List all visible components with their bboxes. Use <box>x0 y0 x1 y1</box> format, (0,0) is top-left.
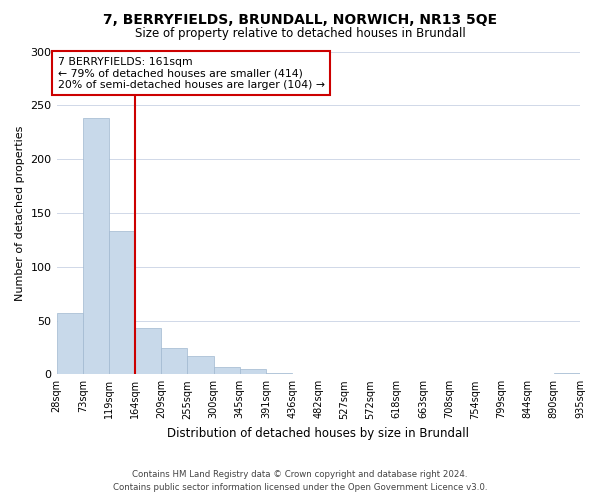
Bar <box>83 118 109 374</box>
X-axis label: Distribution of detached houses by size in Brundall: Distribution of detached houses by size … <box>167 427 469 440</box>
Bar <box>56 313 83 374</box>
Text: 7, BERRYFIELDS, BRUNDALL, NORWICH, NR13 5QE: 7, BERRYFIELDS, BRUNDALL, NORWICH, NR13 … <box>103 12 497 26</box>
Bar <box>214 367 240 374</box>
Bar <box>135 328 161 374</box>
Text: 7 BERRYFIELDS: 161sqm
← 79% of detached houses are smaller (414)
20% of semi-det: 7 BERRYFIELDS: 161sqm ← 79% of detached … <box>58 57 325 90</box>
Y-axis label: Number of detached properties: Number of detached properties <box>15 125 25 300</box>
Bar <box>161 348 187 374</box>
Bar <box>109 231 135 374</box>
Bar <box>266 373 292 374</box>
Bar <box>554 373 580 374</box>
Text: Size of property relative to detached houses in Brundall: Size of property relative to detached ho… <box>134 28 466 40</box>
Bar <box>240 369 266 374</box>
Bar <box>187 356 214 374</box>
Text: Contains HM Land Registry data © Crown copyright and database right 2024.
Contai: Contains HM Land Registry data © Crown c… <box>113 470 487 492</box>
